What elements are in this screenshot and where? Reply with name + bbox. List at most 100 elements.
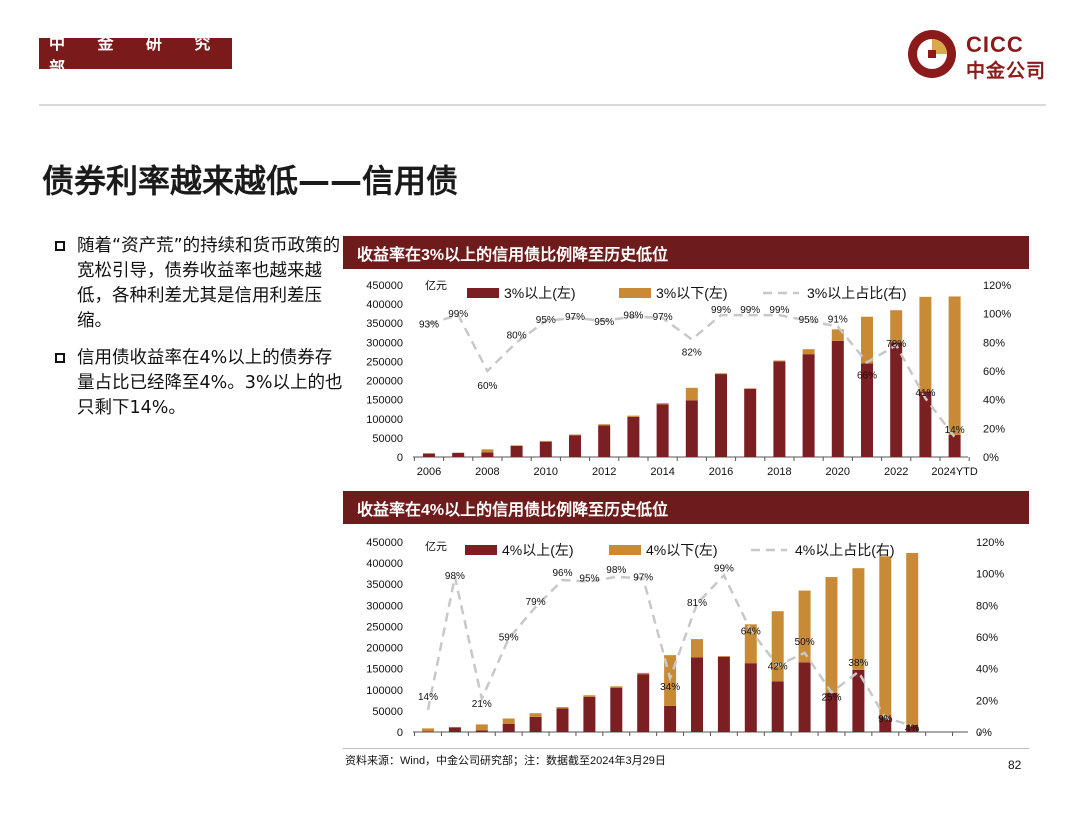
ratio-data-label: 41% (915, 388, 935, 399)
right-axis-tick-label: 0% (976, 727, 992, 739)
left-axis-tick-label: 50000 (372, 706, 403, 718)
right-axis-tick-label: 120% (976, 537, 1004, 549)
department-tag: 中 金 研 究 部 (39, 36, 232, 77)
bar-above (919, 391, 932, 457)
ratio-data-label: 21% (472, 699, 492, 710)
legend-label: 3%以上占比(右) (807, 285, 907, 301)
left-axis-tick-label: 50000 (372, 433, 403, 445)
legend-swatch-above (467, 288, 499, 298)
ratio-data-label: 9% (878, 714, 893, 725)
bar-below (948, 296, 961, 435)
bar-below (529, 713, 542, 717)
ratio-data-label: 60% (477, 381, 497, 392)
bar-below (852, 568, 865, 670)
bar-above (423, 453, 435, 457)
bar-above (773, 361, 786, 457)
bar-above (569, 435, 581, 457)
bar-above (771, 681, 784, 732)
x-axis-tick-label: 2022 (884, 466, 908, 478)
ratio-data-label: 95% (594, 317, 614, 328)
legend-swatch-below (609, 545, 641, 555)
bar-above (539, 441, 552, 457)
bar-above (861, 363, 873, 457)
ratio-data-label: 81% (687, 598, 707, 609)
chart1-header: 收益率在3%以上的信用债比例降至历史低位 (343, 236, 1029, 269)
x-axis-tick-label: 2008 (475, 466, 499, 478)
bar-above (556, 708, 569, 732)
ratio-data-label: 98% (606, 565, 626, 576)
bar-above (906, 724, 919, 732)
bar-below (802, 349, 815, 355)
bar-above (598, 425, 611, 457)
bullet-text: 信用债收益率在4%以上的债券存量占比已经降至4%。3%以上的也只剩下14%。 (77, 348, 343, 418)
bar-above (656, 404, 669, 457)
x-axis-tick-label: 2012 (592, 466, 616, 478)
bar-above (481, 452, 494, 457)
legend-label: 4%以上占比(右) (795, 542, 895, 558)
left-axis-tick-label: 300000 (366, 600, 403, 612)
source-note: 资料来源：Wind，中金公司研究部；注：数据截至2024年3月29日 (345, 755, 666, 767)
x-axis-tick-label: 2024YTD (931, 466, 978, 478)
bar-above (802, 354, 815, 457)
bar-below (481, 449, 494, 453)
right-axis-tick-label: 20% (976, 695, 998, 707)
ratio-data-label: 50% (795, 637, 815, 648)
ratio-data-label: 99% (740, 305, 760, 316)
bar-above (529, 716, 542, 732)
bar-above (717, 656, 730, 732)
bar-above (448, 727, 461, 732)
ratio-data-label: 64% (741, 627, 761, 638)
ratio-data-label: 14% (418, 692, 438, 703)
bar-below (627, 415, 640, 417)
x-axis-tick-label: 2014 (650, 466, 674, 478)
bar-above (798, 662, 811, 732)
ratio-data-label: 91% (828, 315, 848, 326)
ratio-data-label: 99% (448, 309, 468, 320)
left-axis-tick-label: 200000 (366, 643, 403, 655)
bar-above (744, 388, 757, 457)
ratio-data-label: 25% (821, 692, 841, 703)
right-axis-tick-label: 100% (976, 569, 1004, 581)
bar-above (715, 374, 727, 457)
bar-above (510, 445, 523, 457)
bar-above (637, 674, 650, 732)
bar-below (831, 329, 844, 341)
bar-below (656, 403, 669, 405)
bar-above (744, 663, 757, 732)
ratio-data-label: 95% (799, 315, 819, 326)
x-axis-tick-label: 2018 (767, 466, 791, 478)
bar-above (831, 340, 844, 457)
bar-below (825, 577, 838, 693)
right-axis-tick-label: 100% (983, 309, 1011, 321)
left-axis-tick-label: 0 (397, 727, 403, 739)
ratio-data-label: 97% (565, 312, 585, 323)
bullet-square-icon (55, 353, 65, 363)
x-axis-tick-label: 2020 (826, 466, 850, 478)
footer-divider (343, 748, 1029, 749)
bar-below (637, 672, 650, 675)
bar-below (691, 639, 703, 658)
cicc-logo-icon (908, 30, 956, 78)
left-axis-tick-label: 450000 (366, 280, 403, 292)
bar-above (475, 730, 488, 732)
unit-label: 亿元 (425, 279, 447, 292)
left-axis-tick-label: 400000 (366, 558, 403, 570)
logo-text-en: CICC (966, 32, 1024, 57)
right-axis-tick-label: 60% (976, 632, 998, 644)
bar-below (861, 316, 873, 364)
ratio-data-label: 66% (857, 370, 877, 381)
bar-above (627, 416, 640, 457)
x-axis-tick-label: 2016 (709, 466, 733, 478)
right-axis-tick-label: 20% (983, 423, 1005, 435)
top-divider (39, 104, 1046, 106)
right-axis-tick-label: 80% (976, 600, 998, 612)
bar-below (890, 310, 903, 343)
right-axis-tick-label: 40% (983, 395, 1005, 407)
left-axis-tick-label: 100000 (366, 414, 403, 426)
bar-below (798, 590, 811, 663)
bar-above (610, 687, 623, 732)
bar-above (890, 342, 903, 457)
bar-above (502, 723, 515, 732)
bullet-item: 信用债收益率在4%以上的债券存量占比已经降至4%。3%以上的也只剩下14%。 (55, 346, 345, 421)
bar-below (744, 388, 757, 389)
